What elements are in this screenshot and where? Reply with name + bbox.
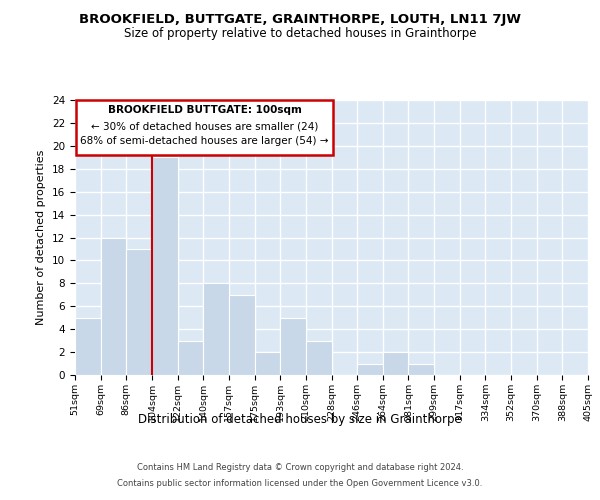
- Bar: [101, 238, 127, 375]
- Bar: [75, 318, 101, 375]
- Text: BROOKFIELD BUTTGATE: 100sqm: BROOKFIELD BUTTGATE: 100sqm: [107, 106, 301, 116]
- Bar: [127, 249, 152, 375]
- Bar: [409, 364, 434, 375]
- Y-axis label: Number of detached properties: Number of detached properties: [37, 150, 46, 325]
- Bar: [357, 364, 383, 375]
- Text: 68% of semi-detached houses are larger (54) →: 68% of semi-detached houses are larger (…: [80, 136, 329, 146]
- Text: Size of property relative to detached houses in Grainthorpe: Size of property relative to detached ho…: [124, 28, 476, 40]
- Text: Distribution of detached houses by size in Grainthorpe: Distribution of detached houses by size …: [138, 412, 462, 426]
- Bar: [178, 340, 203, 375]
- Bar: [254, 352, 280, 375]
- Text: Contains HM Land Registry data © Crown copyright and database right 2024.: Contains HM Land Registry data © Crown c…: [137, 464, 463, 472]
- Bar: [152, 158, 178, 375]
- Bar: [203, 284, 229, 375]
- Bar: [229, 295, 254, 375]
- FancyBboxPatch shape: [76, 100, 333, 155]
- Text: Contains public sector information licensed under the Open Government Licence v3: Contains public sector information licen…: [118, 478, 482, 488]
- Bar: [280, 318, 306, 375]
- Bar: [383, 352, 409, 375]
- Bar: [306, 340, 331, 375]
- Text: BROOKFIELD, BUTTGATE, GRAINTHORPE, LOUTH, LN11 7JW: BROOKFIELD, BUTTGATE, GRAINTHORPE, LOUTH…: [79, 12, 521, 26]
- Text: ← 30% of detached houses are smaller (24): ← 30% of detached houses are smaller (24…: [91, 122, 318, 132]
